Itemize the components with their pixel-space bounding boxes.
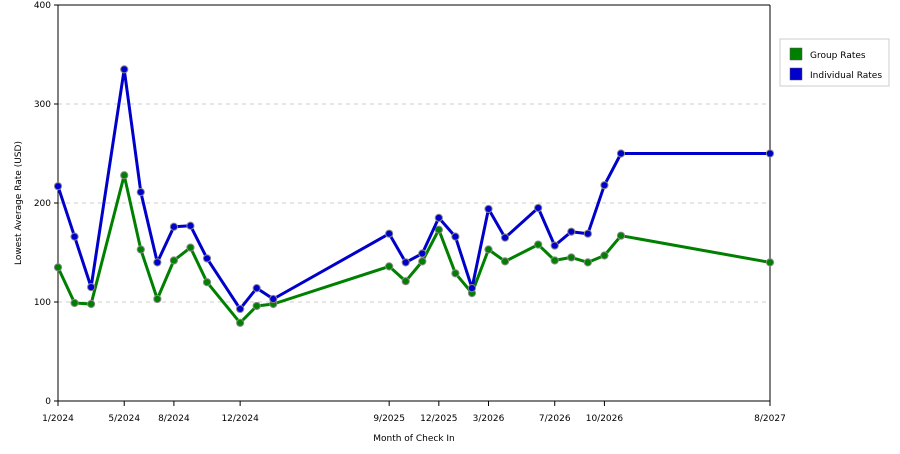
series-group <box>53 65 775 327</box>
data-point <box>434 213 443 222</box>
data-point <box>236 304 245 314</box>
data-point <box>534 203 543 213</box>
data-point <box>765 149 775 158</box>
gridlines <box>58 103 770 303</box>
x-tick-label: 8/2024 <box>158 414 190 424</box>
data-point <box>87 283 96 292</box>
x-tick-label: 5/2024 <box>108 414 140 424</box>
y-axis-title: Lowest Average Rate (USD) <box>14 141 24 265</box>
y-tick-label: 0 <box>45 397 51 407</box>
y-tick-label: 400 <box>34 1 51 11</box>
series-group-rates <box>53 171 775 327</box>
data-point <box>550 256 559 265</box>
data-point <box>70 298 79 308</box>
series-individual-rates <box>53 65 775 314</box>
data-point <box>70 232 79 241</box>
legend-label: Individual Rates <box>810 71 882 81</box>
data-point <box>583 258 592 267</box>
data-point <box>401 277 410 286</box>
data-point <box>500 257 510 266</box>
data-point <box>600 181 609 190</box>
data-point <box>53 263 63 272</box>
x-tick-label: 12/2024 <box>221 414 259 424</box>
data-point <box>567 253 576 262</box>
data-point <box>136 245 145 254</box>
y-tick-label: 300 <box>34 100 51 110</box>
data-point <box>186 243 195 252</box>
x-tick-label: 8/2027 <box>754 414 786 424</box>
data-point <box>484 204 493 214</box>
x-tick-label: 1/2024 <box>42 414 74 424</box>
data-point <box>500 233 510 242</box>
data-point <box>252 284 261 293</box>
data-point <box>153 294 162 304</box>
data-point <box>385 262 394 271</box>
data-point <box>451 269 460 278</box>
data-point <box>202 278 212 287</box>
x-tick-label: 10/2026 <box>586 414 624 424</box>
data-point <box>269 294 278 304</box>
data-point <box>186 221 195 230</box>
data-point <box>169 222 179 231</box>
data-point <box>765 258 775 267</box>
data-point <box>153 258 162 267</box>
data-point <box>484 245 493 254</box>
data-point <box>169 256 179 265</box>
legend-swatch <box>789 67 803 81</box>
data-point <box>534 240 543 249</box>
data-point <box>136 188 145 197</box>
data-point <box>550 241 559 250</box>
x-tick-label: 12/2025 <box>420 414 457 424</box>
legend-label: Group Rates <box>810 51 866 61</box>
data-point <box>401 258 410 267</box>
y-tick-label: 200 <box>34 199 51 209</box>
data-point <box>385 229 394 238</box>
y-tick-labels: 0 100 200 300 400 <box>34 1 58 407</box>
x-tick-label: 7/2026 <box>539 414 571 424</box>
data-point <box>434 225 443 234</box>
data-point <box>236 318 245 327</box>
x-axis-title: Month of Check In <box>373 434 455 444</box>
data-point <box>616 149 626 158</box>
x-tick-label: 9/2025 <box>373 414 405 424</box>
data-point <box>616 231 626 240</box>
legend-swatch <box>789 47 803 61</box>
data-point <box>583 229 592 238</box>
x-tick-labels: 1/2024 5/2024 8/2024 12/2024 9/2025 12/2025 3/… <box>42 401 786 424</box>
data-point <box>418 249 427 258</box>
data-point <box>252 301 261 311</box>
data-point <box>120 65 129 74</box>
data-point <box>451 232 460 241</box>
data-point <box>53 182 63 191</box>
legend: Group Rates Individual Rates <box>779 38 890 87</box>
x-tick-label: 3/2026 <box>473 414 505 424</box>
data-point <box>567 227 576 236</box>
data-point <box>120 171 129 180</box>
data-point <box>87 299 96 309</box>
data-point <box>202 254 212 263</box>
y-tick-label: 100 <box>34 298 51 308</box>
data-point <box>418 257 427 266</box>
data-point <box>600 251 609 260</box>
data-point <box>467 284 477 293</box>
